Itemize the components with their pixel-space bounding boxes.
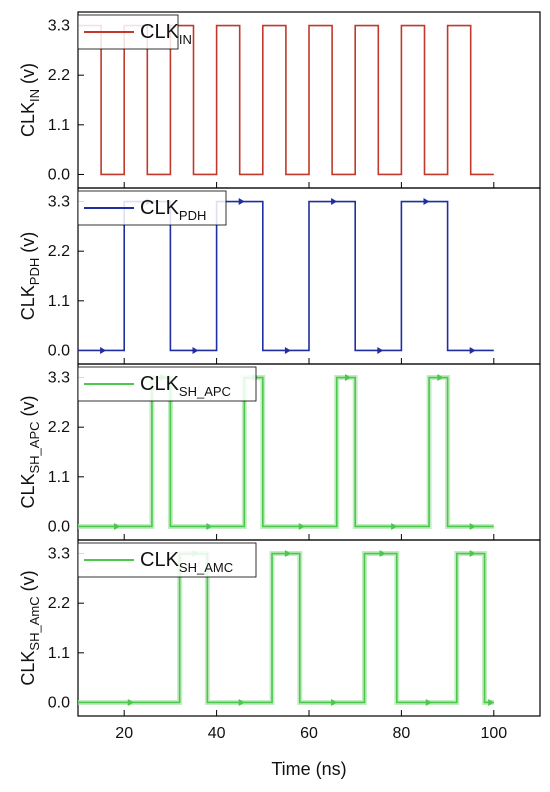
y-axis-title: CLKPDH (v)	[18, 232, 42, 320]
series-marker	[469, 550, 476, 558]
x-tick-label: 80	[393, 725, 411, 742]
legend: CLKSH_AMC	[77, 542, 257, 578]
legend-label: CLKSH_APC	[140, 373, 231, 399]
y-tick-label: 2.2	[48, 243, 70, 260]
x-axis-title: Time (ns)	[271, 759, 346, 779]
legend: CLKSH_APC	[77, 366, 257, 402]
x-axis: Time (ns) 20 40 60 80 100	[115, 725, 507, 779]
y-axis-title-unit: (v)	[18, 395, 38, 421]
series-marker	[488, 698, 495, 706]
series-marker	[391, 522, 398, 530]
y-axis-title-main: CLK	[18, 474, 38, 509]
legend: CLKPDH	[77, 190, 227, 226]
x-tick-label: 60	[300, 725, 318, 742]
series-marker	[238, 198, 245, 206]
y-axis-title-sub: PDH	[27, 258, 42, 285]
y-axis-title-main: CLK	[18, 102, 38, 137]
series-marker	[113, 522, 120, 530]
y-tick-label: 0.0	[48, 518, 70, 535]
series-marker	[331, 698, 338, 706]
series-line	[78, 24, 494, 176]
y-tick-label: 0.0	[48, 694, 70, 711]
series-marker	[331, 198, 338, 206]
x-tick-label: 20	[115, 725, 133, 742]
y-tick-label: 0.0	[48, 342, 70, 359]
series-marker	[100, 346, 107, 354]
y-axis-title-unit: (v)	[18, 232, 38, 258]
y-tick-label: 2.2	[48, 419, 70, 436]
legend-label: CLKSH_AMC	[140, 549, 233, 575]
x-tick-label: 40	[208, 725, 226, 742]
legend-label: CLKIN	[140, 21, 192, 47]
series-marker	[437, 374, 444, 382]
legend-label-sub: PDH	[179, 208, 206, 223]
y-tick-label: 3.3	[48, 370, 70, 387]
legend-label-sub: SH_APC	[179, 384, 231, 399]
y-tick-label: 3.3	[48, 546, 70, 563]
series-marker	[238, 698, 245, 706]
y-axis-title: CLKIN (v)	[18, 63, 42, 137]
series-marker	[127, 698, 134, 706]
series-marker	[284, 550, 291, 558]
legend-label: CLKPDH	[140, 197, 206, 223]
series-marker	[192, 346, 199, 354]
series-marker	[298, 522, 305, 530]
y-tick-label: 2.2	[48, 595, 70, 612]
y-tick-label: 3.3	[48, 18, 70, 35]
y-tick-label: 1.1	[48, 645, 70, 662]
y-tick-label: 1.1	[48, 469, 70, 486]
y-axis-title-sub: IN	[27, 89, 42, 102]
legend: CLKIN	[77, 14, 192, 50]
y-axis-title-main: CLK	[18, 285, 38, 320]
series-marker	[206, 522, 213, 530]
legend-label-main: CLK	[140, 549, 180, 571]
legend-label-sub: SH_AMC	[179, 560, 233, 575]
series-marker	[469, 346, 476, 354]
legend-label-main: CLK	[140, 373, 180, 395]
y-axis-title-unit: (v)	[18, 63, 38, 89]
y-axis-title: CLKSH_AmC (v)	[18, 570, 42, 685]
y-axis-title: CLKSH_APC (v)	[18, 395, 42, 508]
series-marker	[284, 346, 291, 354]
series-marker	[379, 550, 386, 558]
legend-label-sub: IN	[179, 32, 192, 47]
y-tick-label: 2.2	[48, 67, 70, 84]
series-marker	[377, 346, 384, 354]
y-tick-label: 1.1	[48, 293, 70, 310]
x-tick-label: 100	[480, 725, 507, 742]
series-marker	[469, 522, 476, 530]
y-tick-label: 3.3	[48, 194, 70, 211]
y-axis-title-sub: SH_AmC	[27, 596, 42, 650]
y-tick-label: 0.0	[48, 166, 70, 183]
y-tick-label: 1.1	[48, 117, 70, 134]
series-marker	[423, 198, 430, 206]
y-axis-title-main: CLK	[18, 651, 38, 686]
series-marker	[425, 698, 432, 706]
legend-label-main: CLK	[140, 21, 180, 43]
series-marker	[344, 374, 351, 382]
y-axis-title-sub: SH_APC	[27, 421, 42, 473]
legend-label-main: CLK	[140, 197, 180, 219]
y-axis-title-unit: (v)	[18, 570, 38, 596]
